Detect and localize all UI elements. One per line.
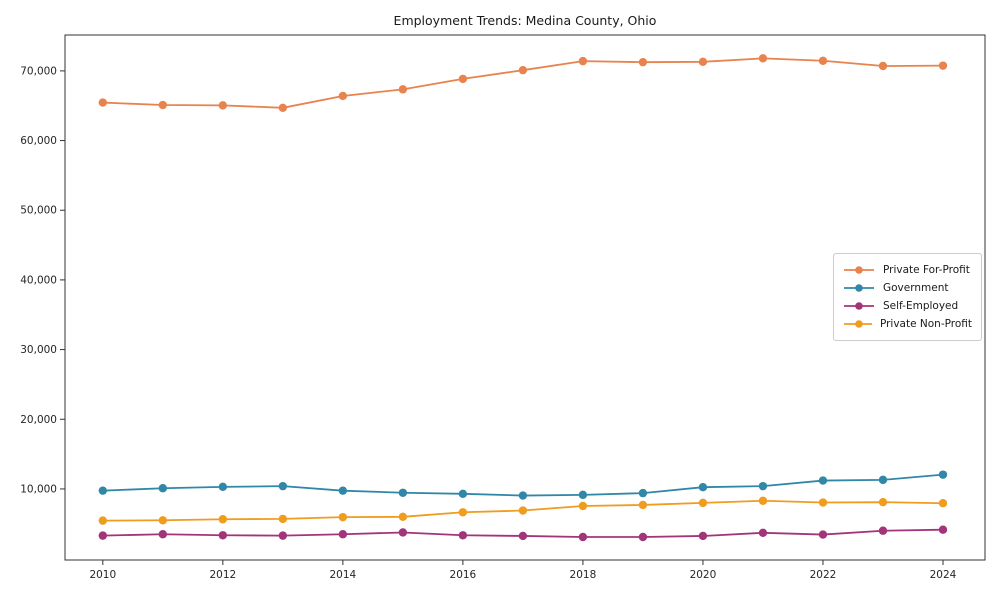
data-point-private-non-profit xyxy=(878,497,888,507)
data-point-self-employed xyxy=(218,531,228,540)
data-point-private-non-profit xyxy=(578,501,588,511)
x-tick-label: 2016 xyxy=(450,569,477,581)
legend-marker-private-non-profit xyxy=(844,320,872,329)
data-point-private-non-profit xyxy=(98,516,108,525)
data-point-self-employed xyxy=(698,531,708,541)
data-point-self-employed xyxy=(98,531,108,540)
data-point-government xyxy=(338,486,348,495)
data-point-private-non-profit xyxy=(398,512,408,522)
y-tick-label: 50,000 xyxy=(20,205,57,217)
data-point-government xyxy=(218,482,228,492)
x-tick-label: 2012 xyxy=(209,569,236,581)
y-tick-label: 60,000 xyxy=(20,135,57,147)
data-point-private-non-profit xyxy=(818,498,828,507)
data-point-government xyxy=(878,475,888,485)
data-point-government xyxy=(698,482,708,492)
data-point-self-employed xyxy=(158,530,168,539)
data-point-government xyxy=(818,476,828,485)
data-point-private-non-profit xyxy=(698,498,708,508)
series-line-private-for-profit xyxy=(101,57,944,109)
data-point-private-for-profit xyxy=(158,100,168,110)
y-tick-label: 40,000 xyxy=(20,274,57,286)
legend-marker-self-employed xyxy=(844,302,874,310)
data-point-government xyxy=(398,488,408,497)
y-tick-label: 30,000 xyxy=(20,344,57,356)
data-point-government xyxy=(518,491,528,500)
legend-label: Private For-Profit xyxy=(883,263,970,276)
data-point-government xyxy=(638,488,648,498)
data-point-private-for-profit xyxy=(818,56,828,65)
legend-marker-private-for-profit xyxy=(844,265,874,274)
data-point-private-for-profit xyxy=(758,54,768,63)
data-point-private-non-profit xyxy=(158,516,168,525)
plot-border xyxy=(64,34,986,561)
data-point-private-non-profit xyxy=(938,499,948,508)
chart-title: Employment Trends: Medina County, Ohio xyxy=(393,13,657,28)
data-point-private-for-profit xyxy=(878,61,888,71)
data-point-private-non-profit xyxy=(458,508,468,517)
legend-label: Government xyxy=(883,281,949,294)
data-point-government xyxy=(278,481,288,491)
data-point-private-for-profit xyxy=(698,57,708,67)
data-point-private-for-profit xyxy=(938,61,948,70)
y-tick-label: 20,000 xyxy=(20,414,57,426)
data-point-self-employed xyxy=(518,531,528,541)
data-point-self-employed xyxy=(758,528,768,538)
legend-item: Government xyxy=(843,279,972,296)
data-point-government xyxy=(758,481,768,491)
data-point-private-for-profit xyxy=(578,56,588,66)
legend-label: Self-Employed xyxy=(883,300,959,313)
legend-marker-government xyxy=(844,284,874,292)
data-point-self-employed xyxy=(458,531,468,540)
data-point-private-non-profit xyxy=(218,515,228,524)
x-tick-label: 2018 xyxy=(570,569,597,581)
x-tick-label: 2024 xyxy=(930,569,957,581)
data-point-self-employed xyxy=(578,532,588,542)
data-point-private-for-profit xyxy=(278,103,288,113)
x-tick-label: 2014 xyxy=(329,569,356,581)
data-point-self-employed xyxy=(398,528,408,537)
x-tick-label: 2022 xyxy=(810,569,837,581)
data-point-private-for-profit xyxy=(218,101,228,110)
data-point-self-employed xyxy=(878,526,888,535)
y-tick-label: 70,000 xyxy=(20,65,57,77)
data-point-private-non-profit xyxy=(638,500,648,510)
data-point-government xyxy=(98,486,108,495)
legend-label: Private Non-Profit xyxy=(879,318,972,331)
data-point-self-employed xyxy=(938,525,948,534)
x-tick-label: 2020 xyxy=(690,569,717,581)
legend: Private For-Profit Government Self-Employe… xyxy=(833,253,982,341)
data-point-private-non-profit xyxy=(758,496,768,505)
legend-item: Private For-Profit xyxy=(843,261,972,278)
data-point-private-for-profit xyxy=(398,85,408,94)
data-point-self-employed xyxy=(338,530,348,539)
data-point-government xyxy=(158,484,168,493)
data-point-private-for-profit xyxy=(518,65,528,75)
y-tick-label: 10,000 xyxy=(20,483,57,495)
data-point-private-for-profit xyxy=(98,98,108,107)
data-point-private-for-profit xyxy=(458,74,468,84)
data-point-private-non-profit xyxy=(518,506,528,515)
data-point-private-non-profit xyxy=(338,512,348,522)
data-point-self-employed xyxy=(638,532,648,542)
data-point-private-non-profit xyxy=(278,514,288,524)
data-point-government xyxy=(578,490,588,500)
data-point-private-for-profit xyxy=(638,57,648,67)
data-point-self-employed xyxy=(818,530,828,539)
data-point-private-for-profit xyxy=(338,91,348,101)
legend-item: Private Non-Profit xyxy=(843,316,972,333)
data-point-self-employed xyxy=(278,531,288,540)
data-point-government xyxy=(458,489,468,499)
data-point-government xyxy=(938,470,948,479)
legend-item: Self-Employed xyxy=(843,298,972,315)
x-tick-label: 2010 xyxy=(89,569,116,581)
